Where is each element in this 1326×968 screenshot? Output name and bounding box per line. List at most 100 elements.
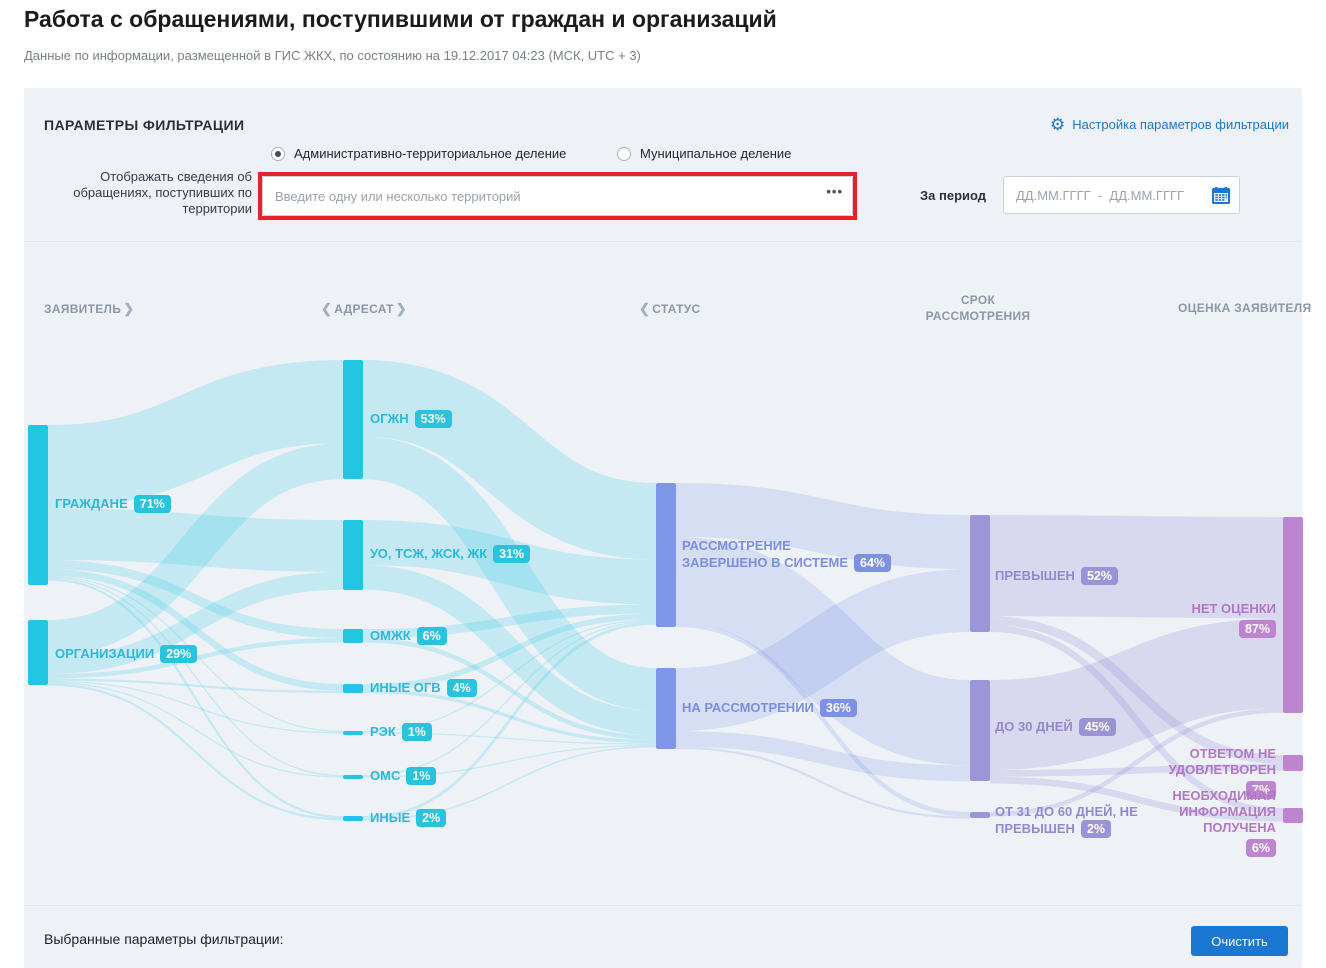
sankey-label-text: ИНФОРМАЦИЯ	[1179, 804, 1276, 819]
sankey-label-net-ocenki[interactable]: НЕТ ОЦЕНКИ 87%	[1191, 601, 1276, 638]
sankey-node-do-30-dnej[interactable]	[970, 680, 990, 781]
sankey-node-ogzhn[interactable]	[343, 360, 363, 479]
sankey-label-omzhk[interactable]: ОМЖК 6%	[370, 627, 447, 645]
sankey-label-neobhodimaya-informaciya[interactable]: НЕОБХОДИМАЯ ИНФОРМАЦИЯ ПОЛУЧЕНА 6%	[1172, 788, 1276, 857]
column-header-adresat: ❮ АДРЕСАТ ❯	[319, 301, 409, 317]
sankey-label-prevyshen[interactable]: ПРЕВЫШЕН 52%	[995, 567, 1118, 585]
sankey-node-omzhk[interactable]	[343, 629, 363, 643]
sankey-label-text: ДО 30 ДНЕЙ	[995, 719, 1073, 734]
chevron-right-icon[interactable]: ❯	[123, 301, 135, 316]
sankey-badge-otvetom-ne-udovletvoren: 7%	[1245, 781, 1276, 799]
period-input[interactable]	[1004, 177, 1239, 213]
sankey-label-text: ОТВЕТОМ НЕ	[1189, 746, 1276, 761]
clear-button[interactable]: Очистить	[1191, 926, 1288, 956]
sankey-label-grazhdane[interactable]: ГРАЖДАНЕ 71%	[55, 495, 171, 513]
sankey-badge-uo-tszh-zhsk-zhk: 31%	[493, 545, 531, 563]
chevron-right-icon[interactable]: ❯	[395, 301, 407, 316]
territory-input[interactable]	[262, 176, 853, 216]
sankey-label-do-30-dnej[interactable]: ДО 30 ДНЕЙ 45%	[995, 718, 1116, 736]
sankey-node-ot-31-do-60[interactable]	[970, 812, 990, 818]
sankey-label-na-rassmotrenii[interactable]: НА РАССМОТРЕНИИ 36%	[682, 699, 857, 717]
selected-filters-label: Выбранные параметры фильтрации:	[44, 931, 284, 947]
sankey-node-inye[interactable]	[343, 816, 363, 821]
sankey-label-text: ОМЖК	[370, 628, 411, 643]
territory-more-button[interactable]: •••	[826, 184, 843, 199]
calendar-icon[interactable]	[1212, 187, 1230, 204]
page-subtitle: Данные по информации, размещенной в ГИС …	[24, 48, 641, 63]
radio-administrative-label: Административно-территориальное деление	[294, 146, 567, 161]
radio-municipal-label: Муниципальное деление	[640, 146, 792, 161]
chevron-left-icon[interactable]: ❮	[639, 301, 651, 316]
sankey-label-text: ИНЫЕ ОГВ	[370, 680, 441, 695]
sankey-label-text: РАССМОТРЕНИЕ	[682, 538, 791, 553]
sankey-node-inye-ogv[interactable]	[343, 684, 363, 693]
sankey-node-neobhodimaya-informaciya[interactable]	[1283, 808, 1303, 823]
period-label: За период	[920, 188, 987, 203]
sankey-label-ot-31-do-60[interactable]: ОТ 31 ДО 60 ДНЕЙ, НЕ ПРЕВЫШЕН 2%	[995, 804, 1138, 838]
sankey-label-rek[interactable]: РЭК 1%	[370, 723, 432, 741]
sankey-node-na-rassmotrenii[interactable]	[656, 668, 676, 749]
sankey-node-net-ocenki[interactable]	[1283, 517, 1303, 713]
sankey-node-otvetom-ne-udovletvoren[interactable]	[1283, 755, 1303, 771]
sankey-label-uo-tszh-zhsk-zhk[interactable]: УО, ТСЖ, ЖСК, ЖК 31%	[370, 545, 531, 563]
sankey-badge-na-rassmotrenii: 36%	[819, 699, 857, 717]
sankey-badge-prevyshen: 52%	[1080, 567, 1118, 585]
sankey-label-text: ПОЛУЧЕНА	[1203, 820, 1276, 835]
column-header-ocenka: ОЦЕНКА ЗАЯВИТЕЛЯ	[1178, 301, 1312, 315]
sankey-label-oms[interactable]: ОМС 1%	[370, 767, 437, 785]
radio-unselected-icon[interactable]	[617, 146, 631, 161]
sankey-node-grazhdane[interactable]	[28, 425, 48, 585]
territory-highlight-box: •••	[258, 172, 857, 220]
column-header-label: АДРЕСАТ	[334, 302, 394, 316]
sankey-label-text: ОТ 31 ДО 60 ДНЕЙ, НЕ	[995, 804, 1138, 819]
sankey-label-inye-ogv[interactable]: ИНЫЕ ОГВ 4%	[370, 679, 477, 697]
sankey-label-rassmotrenie-zaversheno[interactable]: РАССМОТРЕНИЕ ЗАВЕРШЕНО В СИСТЕМЕ 64%	[682, 538, 892, 572]
territory-field-label: Отображать сведения об обращениях, посту…	[73, 169, 252, 216]
sankey-label-text: ОГЖН	[370, 411, 409, 426]
column-header-srok: СРОК РАССМОТРЕНИЯ	[925, 293, 1031, 323]
column-header-status: ❮ СТАТУС	[637, 301, 700, 317]
column-header-label: ЗАЯВИТЕЛЬ	[44, 302, 122, 316]
sankey-label-ogzhn[interactable]: ОГЖН 53%	[370, 410, 452, 428]
filter-settings-link[interactable]: ⚙ Настройка параметров фильтрации	[1050, 116, 1289, 133]
filter-settings-label: Настройка параметров фильтрации	[1072, 117, 1289, 132]
gear-icon: ⚙	[1050, 115, 1066, 134]
radio-municipal-division[interactable]: Муниципальное деление	[617, 146, 791, 161]
sankey-badge-net-ocenki: 87%	[1238, 620, 1276, 638]
sankey-label-text: РЭК	[370, 724, 396, 739]
footer-divider	[24, 905, 1302, 906]
period-field	[1003, 176, 1240, 214]
chevron-left-icon[interactable]: ❮	[321, 301, 333, 316]
sankey-node-organizacii[interactable]	[28, 620, 48, 685]
sankey-label-text: ПРЕВЫШЕН	[995, 568, 1075, 583]
sankey-label-text: ГРАЖДАНЕ	[55, 496, 128, 511]
sankey-node-rek[interactable]	[343, 731, 363, 735]
radio-selected-icon[interactable]	[271, 146, 285, 161]
radio-administrative-division[interactable]: Административно-территориальное деление	[271, 146, 566, 161]
sankey-badge-omzhk: 6%	[416, 627, 447, 645]
sankey-label-otvetom-ne-udovletvoren[interactable]: ОТВЕТОМ НЕ УДОВЛЕТВОРЕН 7%	[1168, 746, 1276, 799]
sankey-label-text: ОРГАНИЗАЦИИ	[55, 646, 155, 661]
column-header-label: СТАТУС	[652, 302, 701, 316]
sankey-label-text: ЗАВЕРШЕНО В СИСТЕМЕ	[682, 555, 849, 570]
sankey-badge-neobhodimaya-informaciya: 6%	[1245, 839, 1276, 857]
sankey-node-uo-tszh-zhsk-zhk[interactable]	[343, 520, 363, 590]
sankey-label-text: НЕТ ОЦЕНКИ	[1191, 601, 1276, 616]
sankey-badge-ot-31-do-60: 2%	[1080, 820, 1112, 838]
sankey-label-text: НА РАССМОТРЕНИИ	[682, 700, 814, 715]
sankey-node-oms[interactable]	[343, 775, 363, 779]
sankey-label-organizacii[interactable]: ОРГАНИЗАЦИИ 29%	[55, 645, 198, 663]
filter-divider	[24, 241, 1302, 242]
sankey-badge-rassmotrenie-zaversheno: 64%	[854, 554, 892, 572]
sankey-node-prevyshen[interactable]	[970, 515, 990, 632]
sankey-node-rassmotrenie-zaversheno[interactable]	[656, 483, 676, 627]
sankey-badge-do-30-dnej: 45%	[1078, 718, 1116, 736]
page-title: Работа с обращениями, поступившими от гр…	[24, 6, 777, 32]
sankey-label-inye[interactable]: ИНЫЕ 2%	[370, 809, 447, 827]
sankey-label-text: ПРЕВЫШЕН	[995, 821, 1075, 836]
sankey-label-text: УДОВЛЕТВОРЕН	[1168, 762, 1276, 777]
sankey-label-text: ИНЫЕ	[370, 810, 411, 825]
column-header-zayavitel: ЗАЯВИТЕЛЬ ❯	[44, 301, 136, 317]
